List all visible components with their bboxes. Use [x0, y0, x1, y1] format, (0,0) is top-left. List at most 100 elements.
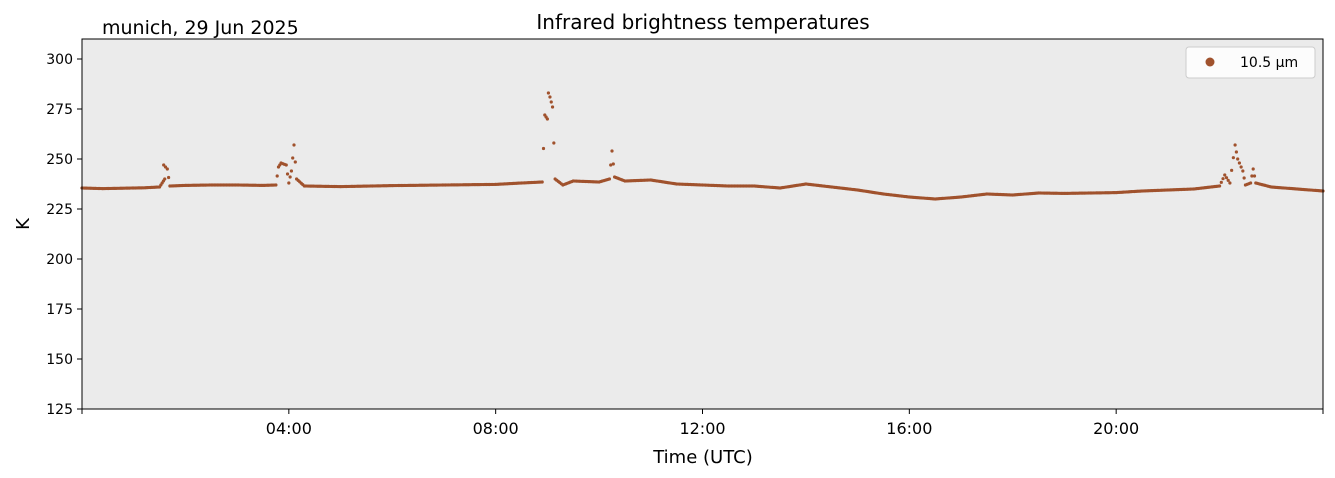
data-point	[621, 178, 626, 183]
y-tick-label: 125	[46, 402, 73, 418]
data-point	[275, 174, 279, 178]
plot-area	[82, 39, 1323, 409]
data-point	[292, 143, 296, 147]
data-point	[1035, 191, 1039, 195]
data-point	[272, 183, 277, 187]
data-point	[609, 163, 613, 167]
data-point	[776, 186, 781, 190]
data-point	[957, 195, 962, 199]
data-point	[1061, 191, 1065, 195]
data-point	[1190, 187, 1194, 191]
data-point	[1234, 150, 1238, 154]
x-tick-label: 20:00	[1093, 419, 1139, 438]
data-point	[1252, 174, 1257, 178]
data-point	[1268, 185, 1272, 189]
y-tick-label: 200	[46, 252, 73, 268]
data-point	[802, 182, 807, 186]
data-point	[647, 178, 651, 182]
data-point	[1319, 189, 1324, 193]
data-point	[1221, 177, 1225, 181]
data-point	[552, 141, 556, 145]
data-point	[932, 197, 936, 201]
data-points	[80, 91, 1325, 201]
data-point	[1242, 176, 1246, 180]
data-point	[208, 183, 212, 187]
y-tick-label: 275	[46, 102, 73, 118]
data-point	[570, 179, 574, 184]
y-tick-label: 300	[46, 52, 73, 68]
data-point	[492, 182, 496, 187]
data-point	[1294, 187, 1298, 191]
data-point	[282, 162, 287, 166]
data-point	[234, 183, 238, 187]
data-point	[1247, 182, 1251, 186]
data-point	[285, 172, 290, 176]
data-point	[541, 146, 546, 151]
x-tick-label: 04:00	[266, 419, 312, 438]
y-tick-label: 225	[46, 202, 73, 218]
y-tick-label: 250	[46, 152, 73, 168]
data-point	[161, 179, 166, 183]
data-point	[549, 100, 553, 104]
data-point	[293, 160, 297, 164]
data-point	[751, 184, 755, 188]
data-point	[182, 183, 186, 188]
data-point	[595, 180, 600, 184]
y-axis-label: K	[13, 217, 34, 230]
data-point	[291, 156, 295, 160]
data-point	[1224, 176, 1229, 180]
data-point	[337, 184, 341, 189]
data-point	[1219, 180, 1223, 184]
data-point	[725, 184, 729, 188]
y-tick-label: 150	[46, 352, 73, 368]
data-point	[606, 177, 610, 182]
x-axis: 04:00 08:00 12:00 16:00 20:00	[81, 409, 1324, 438]
data-point	[259, 183, 264, 187]
data-point	[610, 149, 614, 153]
data-point	[518, 181, 522, 185]
data-point	[389, 184, 393, 188]
data-point	[1239, 165, 1243, 169]
data-point	[1231, 156, 1235, 160]
x-tick-label: 08:00	[473, 419, 519, 438]
x-tick-label: 12:00	[679, 419, 725, 438]
data-point	[1241, 169, 1245, 173]
data-point	[550, 105, 555, 109]
data-point	[301, 183, 305, 187]
data-point	[159, 183, 163, 187]
legend: 10.5 µm	[1185, 46, 1316, 79]
data-point	[1216, 184, 1220, 188]
y-axis: 125 150 175 200 225 250 275 300	[46, 52, 82, 418]
data-point	[278, 163, 282, 167]
data-point	[1230, 168, 1234, 172]
data-point	[906, 195, 910, 199]
data-point	[163, 165, 168, 169]
data-point	[854, 188, 858, 192]
data-point	[120, 186, 124, 190]
data-point	[559, 182, 563, 186]
data-point	[699, 183, 703, 187]
data-point	[288, 175, 292, 179]
data-point	[1226, 178, 1230, 182]
data-point	[1237, 161, 1241, 165]
data-point	[1009, 193, 1013, 197]
legend-box	[1185, 46, 1316, 79]
data-point	[99, 186, 103, 191]
x-tick-label: 16:00	[886, 419, 932, 438]
data-point	[1113, 191, 1117, 195]
data-point	[880, 192, 884, 196]
data-point	[1164, 188, 1168, 192]
data-point	[440, 183, 445, 187]
y-tick-label: 175	[46, 302, 73, 318]
data-point	[673, 182, 677, 186]
data-point	[611, 162, 615, 166]
chart-subtitle: munich, 29 Jun 2025	[102, 17, 299, 39]
data-point	[289, 169, 294, 173]
chart-title: Infrared brightness temperatures	[536, 10, 869, 34]
data-point	[156, 185, 160, 189]
data-point	[548, 95, 552, 99]
data-point	[828, 185, 832, 189]
data-point	[1138, 189, 1143, 193]
x-axis-label: Time (UTC)	[652, 447, 753, 468]
